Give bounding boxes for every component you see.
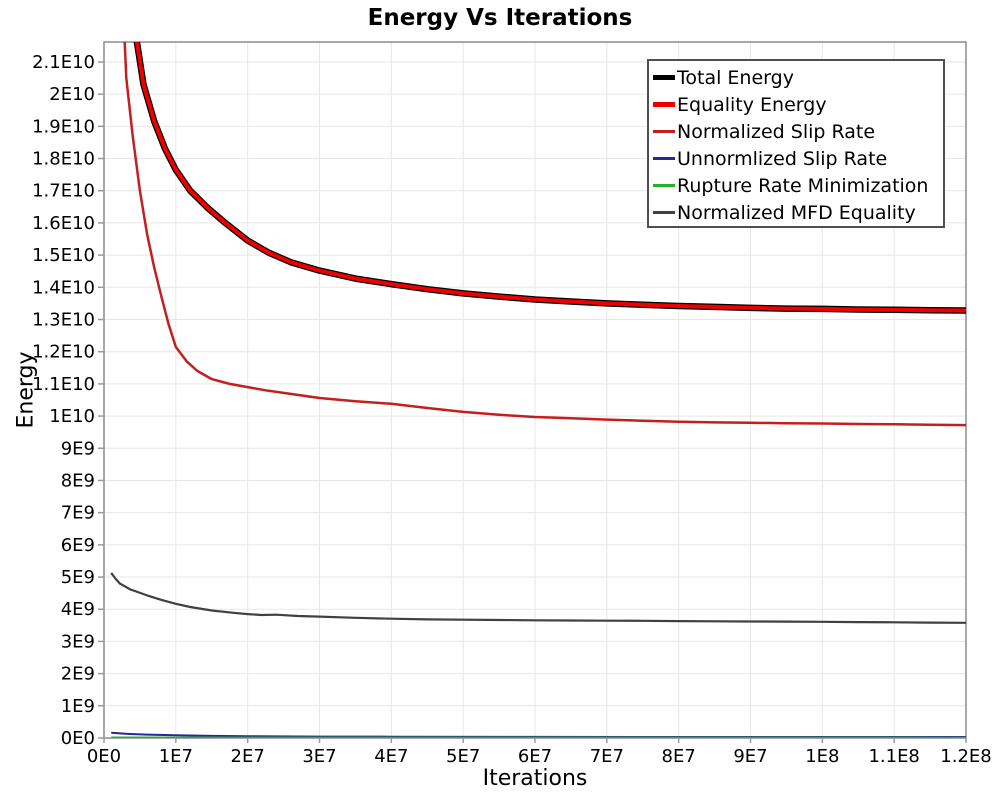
y-tick-label: 1.7E10: [32, 181, 95, 202]
x-tick-label: 3E7: [302, 746, 336, 767]
y-tick-label: 8E9: [61, 470, 95, 491]
series-line-normalized-mfd-equality: [110, 572, 966, 624]
x-tick-label: 1.1E8: [868, 746, 919, 767]
y-tick-label: 2E10: [49, 84, 95, 105]
x-tick-label: 7E7: [590, 746, 624, 767]
x-axis-title: Iterations: [482, 766, 588, 791]
series-line-unnormlized-slip-rate: [111, 731, 966, 738]
x-tick-label: 1.2E8: [940, 746, 991, 767]
legend-label: Equality Energy: [677, 93, 827, 116]
x-tick-label: 0E0: [87, 746, 121, 767]
legend: Total Energy Equality Energy Normalized Sl…: [647, 59, 945, 228]
legend-item-normalized-mfd-equality: Normalized MFD Equality: [653, 199, 939, 226]
y-tick-label: 2.1E10: [32, 52, 95, 73]
y-tick-label: 1.9E10: [32, 116, 95, 137]
chart-title: Energy Vs Iterations: [367, 5, 633, 31]
y-tick-label: 3E9: [61, 631, 95, 652]
x-tick-label: 1E8: [805, 746, 839, 767]
legend-label: Total Energy: [677, 66, 794, 89]
legend-item-total-energy: Total Energy: [653, 64, 939, 91]
x-tick-label: 8E7: [662, 746, 696, 767]
y-tick-label: 9E9: [61, 438, 95, 459]
legend-line-icon: [653, 75, 675, 80]
legend-line-icon: [653, 130, 675, 133]
x-tick-label: 6E7: [518, 746, 552, 767]
y-tick-label: 1.5E10: [32, 245, 95, 266]
legend-line-icon: [653, 184, 675, 187]
y-tick-label: 5E9: [61, 567, 95, 588]
legend-label: Unnormlized Slip Rate: [677, 147, 888, 170]
y-tick-label: 1.6E10: [32, 213, 95, 234]
y-axis-title: Energy: [13, 351, 39, 429]
x-tick-label: 5E7: [446, 746, 480, 767]
y-tick-label: 1.8E10: [32, 149, 95, 170]
y-tick-label: 1E10: [49, 406, 95, 427]
y-tick-label: 4E9: [61, 599, 95, 620]
y-tick-label: 1.2E10: [32, 342, 95, 363]
y-tick-label: 1.4E10: [32, 277, 95, 298]
y-tick-label: 1.1E10: [32, 374, 95, 395]
y-tick-label: 6E9: [61, 535, 95, 556]
y-tick-label: 1E9: [61, 696, 95, 717]
y-tick-label: 1.3E10: [32, 309, 95, 330]
x-tick-label: 4E7: [374, 746, 408, 767]
y-tick-label: 0E0: [61, 728, 95, 749]
y-tick-label: 7E9: [61, 503, 95, 524]
legend-label: Normalized MFD Equality: [677, 201, 916, 224]
series-line-normalized-slip-rate: [123, 42, 966, 427]
legend-label: Rupture Rate Minimization: [677, 174, 929, 197]
legend-item-equality-energy: Equality Energy: [653, 91, 939, 118]
series-line-equality-energy: [134, 42, 966, 313]
x-tick-label: 9E7: [733, 746, 767, 767]
legend-label: Normalized Slip Rate: [677, 120, 876, 143]
y-tick-label: 2E9: [61, 664, 95, 685]
legend-line-icon: [653, 102, 675, 107]
x-tick-label: 2E7: [231, 746, 265, 767]
legend-line-icon: [653, 211, 675, 214]
legend-line-icon: [653, 157, 675, 160]
x-tick-label: 1E7: [159, 746, 193, 767]
legend-item-normalized-slip-rate: Normalized Slip Rate: [653, 118, 939, 145]
legend-item-rupture-rate-minimization: Rupture Rate Minimization: [653, 172, 939, 199]
legend-item-unnormlized-slip-rate: Unnormlized Slip Rate: [653, 145, 939, 172]
